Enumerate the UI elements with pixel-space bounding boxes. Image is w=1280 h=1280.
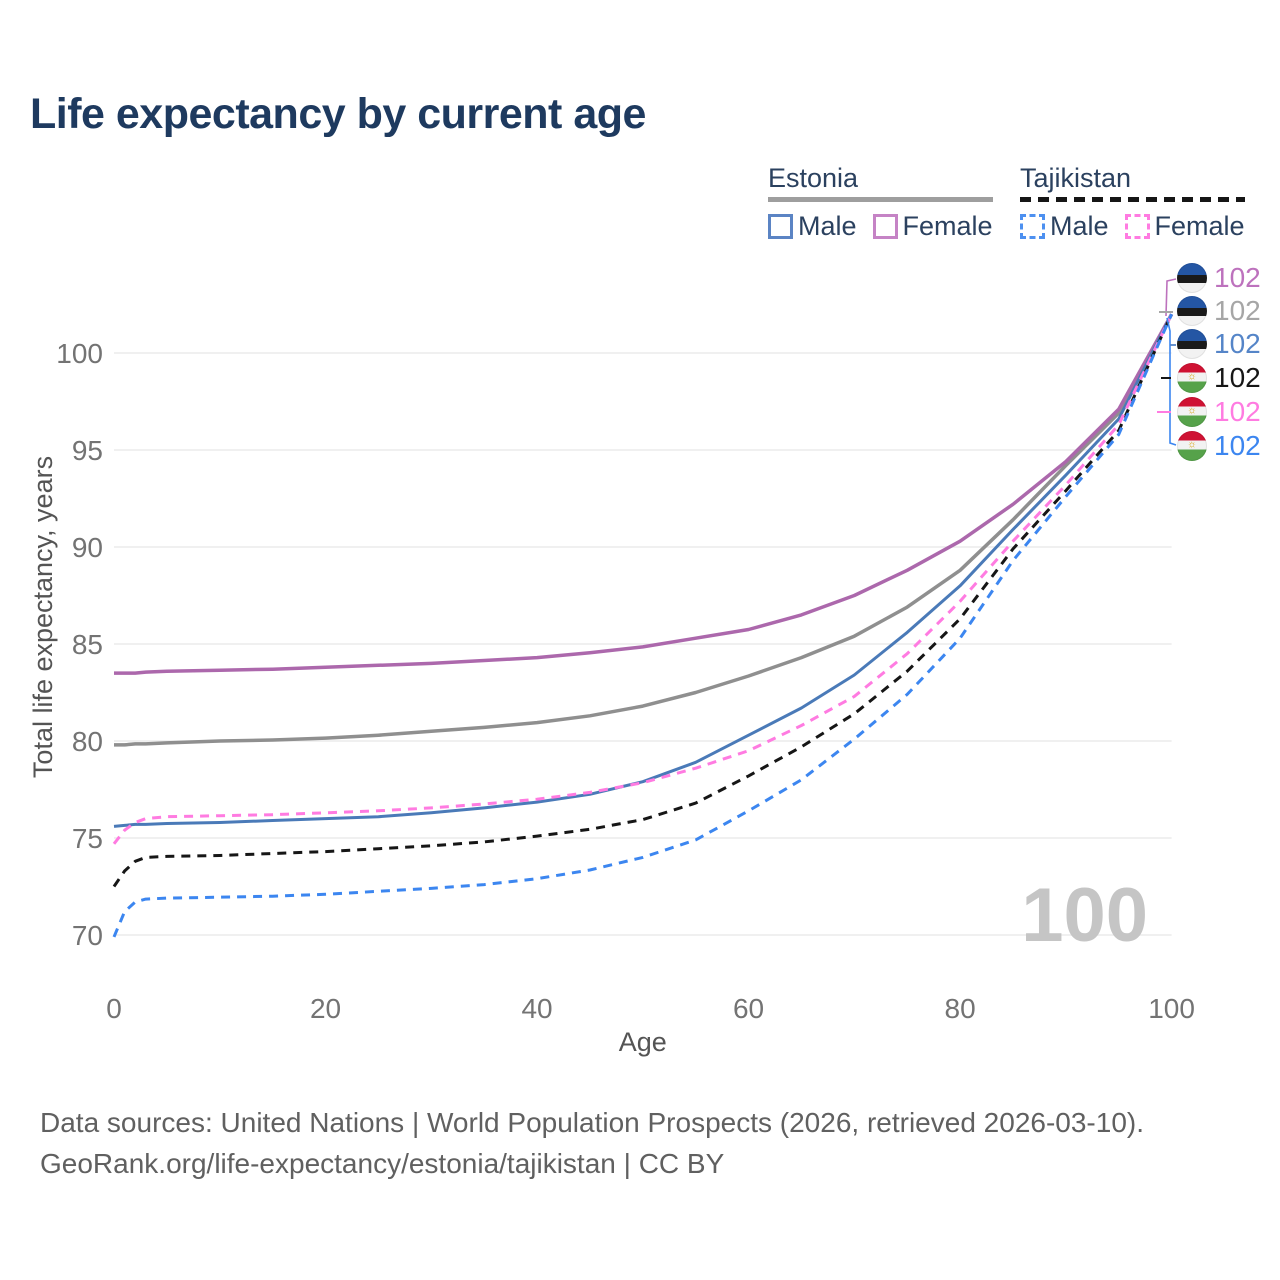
end-label-estonia-female: 102: [1177, 262, 1261, 293]
legend-swatch-icon[interactable]: [1124, 214, 1150, 239]
y-tick-label: 100: [56, 338, 103, 369]
page-title: Life expectancy by current age: [30, 90, 646, 138]
x-axis-title: Age: [619, 1027, 667, 1057]
tajikistan-flag-icon: ☼: [1177, 431, 1207, 461]
legend-title-tajikistan: Tajikistan: [1020, 163, 1132, 193]
footer-sources: Data sources: United Nations | World Pop…: [40, 1107, 1145, 1138]
legend-swatch-icon[interactable]: [872, 214, 898, 239]
end-label-value: 102: [1214, 362, 1261, 393]
y-tick-label: 70: [72, 920, 103, 951]
end-label-value: 102: [1214, 328, 1261, 359]
end-label-tajikistan-male: ☼ 102: [1177, 430, 1261, 461]
x-tick-label: 40: [521, 993, 552, 1024]
series-line-estonia-male: [113, 313, 1173, 828]
estonia-flag-icon: [1177, 296, 1207, 326]
estonia-flag-icon: [1177, 329, 1207, 359]
x-tick-label: 100: [1148, 993, 1195, 1024]
tajikistan-flag-icon: ☼: [1177, 397, 1207, 427]
footer: Data sources: United Nations | World Pop…: [40, 1102, 1144, 1184]
end-label-value: 102: [1214, 262, 1261, 293]
watermark: 100: [1021, 873, 1148, 958]
legend-underline-estonia: [768, 197, 993, 202]
x-tick-label: 80: [945, 993, 976, 1024]
footer-link: GeoRank.org/life-expectancy/estonia/taji…: [40, 1148, 725, 1179]
legend-item-label: Male: [798, 211, 857, 241]
legend-items-estonia: Male Female: [768, 211, 993, 242]
crown-emblem-icon: ☼: [1186, 370, 1198, 383]
end-label-tajikistan-female: ☼ 102: [1177, 396, 1261, 427]
y-axis-title: Total life expectancy, years: [28, 456, 58, 778]
legend-item-tajikistan-female[interactable]: Female: [1124, 211, 1245, 242]
leader-line: [1165, 278, 1177, 317]
y-tick-label: 95: [72, 435, 103, 466]
crown-emblem-icon: ☼: [1186, 438, 1198, 451]
x-tick-label: 20: [310, 993, 341, 1024]
series-line-estonia-female: [114, 313, 1174, 675]
legend-item-estonia-female[interactable]: Female: [872, 211, 993, 242]
end-label-value: 102: [1214, 396, 1261, 427]
legend-title-estonia: Estonia: [768, 163, 859, 193]
leader-line: [1166, 317, 1177, 446]
series-line-tajikistan: [112, 313, 1173, 888]
x-tick-label: 0: [106, 993, 122, 1024]
y-tick-label: 80: [72, 726, 103, 757]
legend-items-tajikistan: Male Female: [1020, 211, 1245, 242]
end-label-estonia-male: 102: [1177, 328, 1261, 359]
crown-emblem-icon: ☼: [1186, 404, 1198, 417]
end-label-value: 102: [1214, 295, 1261, 326]
legend-swatch-icon[interactable]: [1020, 214, 1045, 239]
end-label-estonia: 102: [1177, 295, 1261, 326]
series-line-estonia: [114, 313, 1174, 747]
y-tick-label: 75: [72, 823, 103, 854]
series-line-tajikistan-female: [112, 313, 1173, 845]
legend-item-label: Male: [1050, 211, 1109, 241]
legend-group-estonia: Estonia Male Female: [768, 163, 993, 242]
y-tick-label: 85: [72, 629, 103, 660]
estonia-flag-icon: [1177, 263, 1207, 293]
legend-item-label: Female: [902, 211, 993, 241]
legend-swatch-icon[interactable]: [768, 214, 793, 239]
legend-group-tajikistan: Tajikistan Male Female: [1020, 163, 1245, 242]
x-tick-label: 60: [733, 993, 764, 1024]
tajikistan-flag-icon: ☼: [1177, 363, 1207, 393]
series-line-tajikistan-male: [112, 313, 1173, 938]
legend-item-label: Female: [1154, 211, 1245, 241]
legend-underline-tajikistan: [1020, 197, 1245, 202]
y-tick-label: 90: [72, 532, 103, 563]
legend-item-estonia-male[interactable]: Male: [768, 211, 857, 242]
end-label-tajikistan: ☼ 102: [1177, 362, 1261, 393]
legend-item-tajikistan-male[interactable]: Male: [1020, 211, 1109, 242]
end-label-value: 102: [1214, 430, 1261, 461]
